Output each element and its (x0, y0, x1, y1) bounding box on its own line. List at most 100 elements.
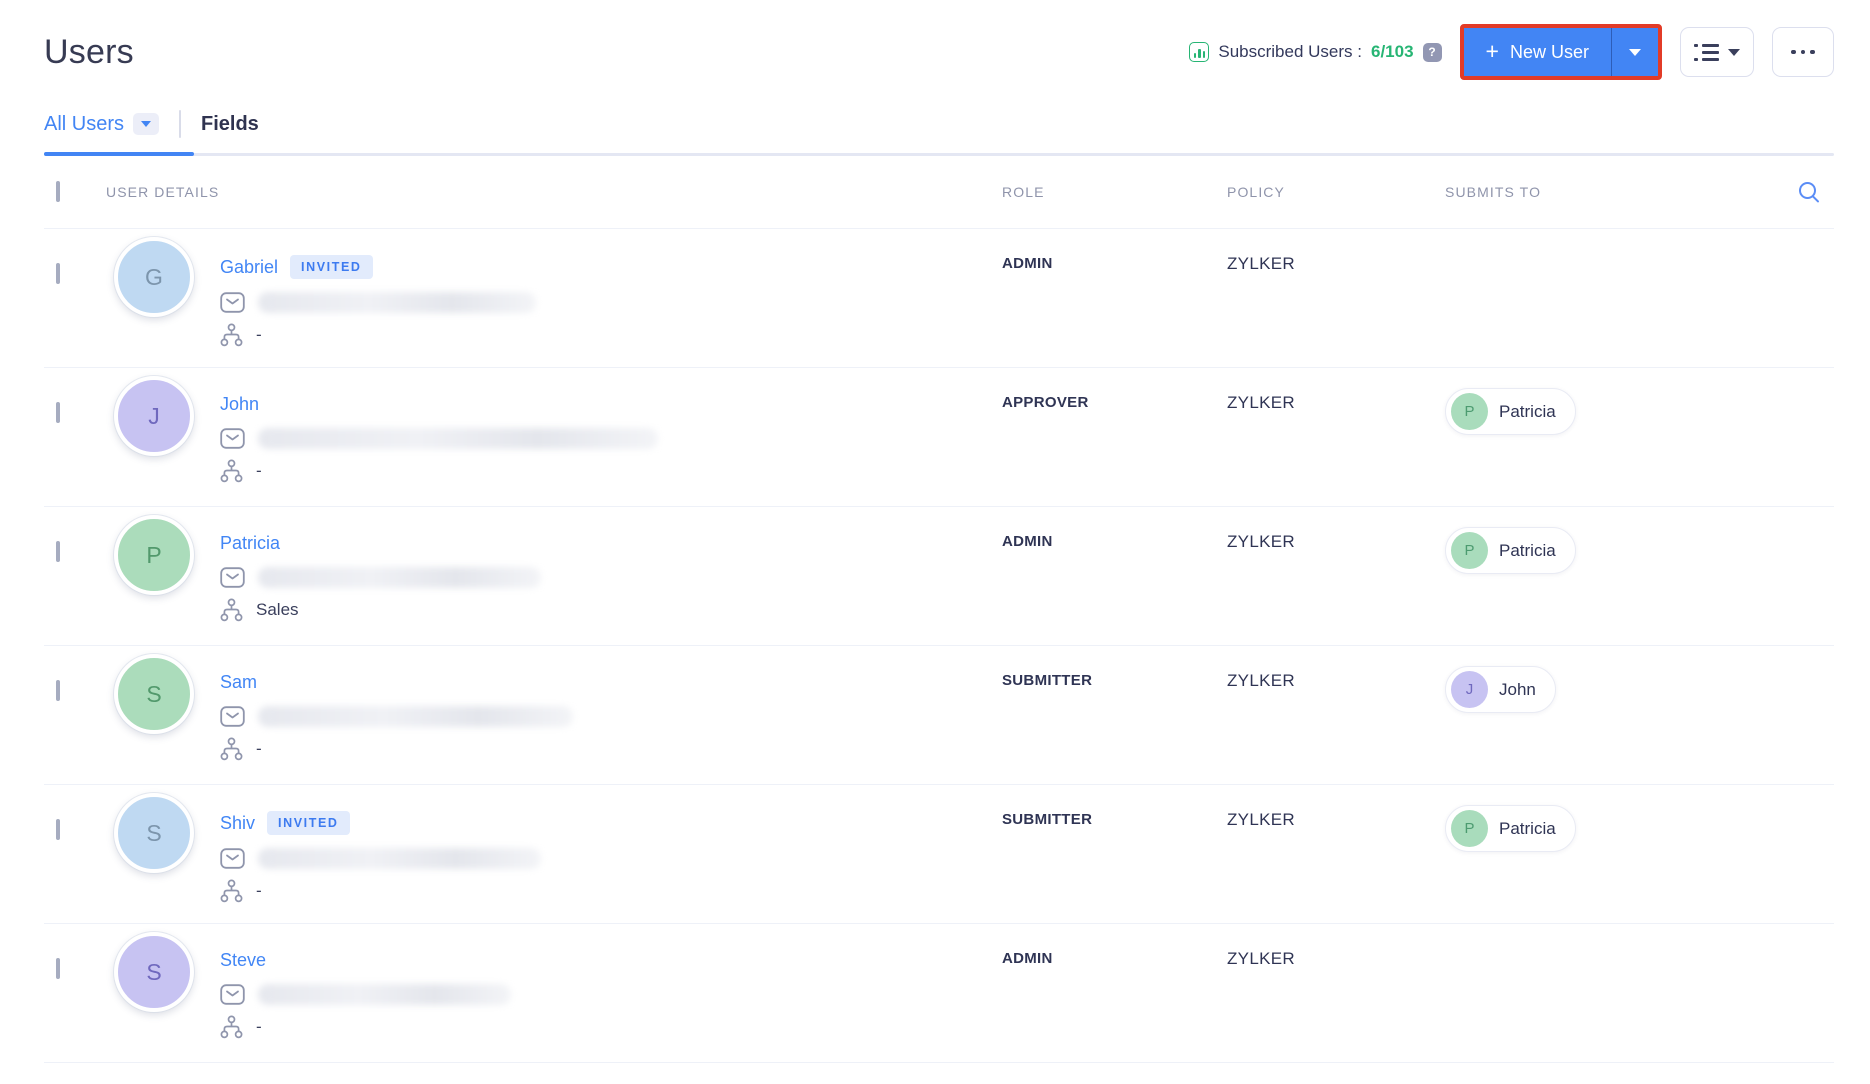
help-icon[interactable]: ? (1422, 42, 1442, 62)
email-icon (220, 983, 245, 1005)
role-value: ADMIN (1002, 533, 1053, 550)
table-row: S Steve (44, 924, 1834, 1063)
org-hierarchy-icon (220, 598, 243, 622)
avatar: G (114, 237, 194, 317)
table-header-row: USER DETAILS ROLE POLICY SUBMITS TO (44, 156, 1834, 228)
tab-fields[interactable]: Fields (201, 112, 259, 135)
role-value: SUBMITTER (1002, 811, 1093, 828)
pill-avatar: P (1451, 532, 1488, 569)
new-user-button[interactable]: + New User (1464, 28, 1611, 76)
table-row: S Sam (44, 646, 1834, 785)
plus-icon: + (1485, 37, 1499, 64)
email-redacted (258, 705, 573, 727)
avatar: P (114, 515, 194, 595)
bar-chart-icon (1189, 42, 1210, 62)
user-name-link[interactable]: Steve (220, 950, 267, 970)
avatar: J (114, 376, 194, 456)
pill-name: Patricia (1499, 401, 1556, 421)
select-all-checkbox[interactable] (56, 181, 60, 202)
pill-name: Patricia (1499, 540, 1556, 560)
table-row: G Gabriel INVITED (44, 229, 1834, 368)
pill-avatar: P (1451, 810, 1488, 847)
avatar: S (114, 932, 194, 1012)
policy-value: ZYLKER (1227, 393, 1295, 412)
department-value: - (256, 325, 262, 344)
department-value: - (256, 881, 262, 900)
subscribed-users-info: Subscribed Users : 6/103 ? (1189, 42, 1442, 62)
avatar-initial: G (145, 263, 163, 290)
department-value: - (256, 739, 262, 758)
tab-all-users[interactable]: All Users (44, 112, 160, 136)
more-options-button[interactable] (1772, 27, 1834, 77)
org-hierarchy-icon (220, 1015, 243, 1039)
email-redacted (258, 291, 536, 313)
ellipsis-icon (1791, 49, 1815, 55)
submits-to-pill[interactable]: P Patricia (1445, 388, 1576, 435)
submits-to-pill[interactable]: J John (1445, 666, 1556, 713)
column-header-policy: POLICY (1227, 184, 1285, 200)
user-name-link[interactable]: Sam (220, 672, 258, 692)
pill-name: John (1499, 679, 1536, 699)
avatar: S (114, 793, 194, 873)
column-header-role: ROLE (1002, 184, 1045, 200)
user-name-link[interactable]: Shiv (220, 812, 256, 833)
invited-badge: INVITED (290, 255, 373, 279)
subscribed-users-label: Subscribed Users : (1218, 42, 1362, 61)
avatar-initial: P (146, 541, 162, 568)
page-title: Users (44, 32, 134, 71)
row-checkbox[interactable] (56, 680, 60, 701)
avatar-initial: J (148, 402, 160, 429)
tab-divider (179, 110, 182, 138)
row-checkbox[interactable] (56, 402, 60, 423)
user-name-link[interactable]: John (220, 394, 260, 414)
avatar-initial: S (146, 819, 162, 846)
pill-avatar: P (1451, 393, 1488, 430)
avatar: S (114, 654, 194, 734)
table-row: J John (44, 368, 1834, 507)
new-user-split-button: + New User (1463, 28, 1658, 76)
search-icon (1799, 182, 1819, 203)
new-user-dropdown-button[interactable] (1612, 28, 1658, 76)
row-checkbox[interactable] (56, 819, 60, 840)
row-checkbox[interactable] (56, 541, 60, 562)
tab-all-users-label: All Users (44, 112, 125, 135)
email-icon (220, 705, 245, 727)
policy-value: ZYLKER (1227, 254, 1295, 273)
user-name-link[interactable]: Patricia (220, 533, 281, 553)
policy-value: ZYLKER (1227, 532, 1295, 551)
new-user-highlight-box: + New User (1459, 24, 1662, 80)
org-hierarchy-icon (220, 737, 243, 761)
row-checkbox[interactable] (56, 958, 60, 979)
email-redacted (258, 427, 658, 449)
table-row: S Shiv INVITED (44, 785, 1834, 924)
row-checkbox[interactable] (56, 263, 60, 284)
table-row: P Patricia (44, 507, 1834, 646)
role-value: SUBMITTER (1002, 672, 1093, 689)
user-name-link[interactable]: Gabriel (220, 256, 279, 277)
pill-name: Patricia (1499, 818, 1556, 838)
column-header-submits-to: SUBMITS TO (1445, 184, 1542, 200)
tab-bar: All Users Fields (44, 110, 1834, 138)
email-icon (220, 566, 245, 588)
search-button[interactable] (1796, 179, 1834, 205)
chevron-down-icon (1728, 48, 1740, 56)
header-actions: Subscribed Users : 6/103 ? + New User (1189, 24, 1834, 80)
tab-dropdown-chip[interactable] (133, 113, 160, 135)
submits-to-pill[interactable]: P Patricia (1445, 527, 1576, 574)
active-tab-indicator (44, 152, 194, 156)
chevron-down-icon (1629, 48, 1641, 56)
avatar-initial: S (146, 680, 162, 707)
tab-bottom-line (44, 153, 1834, 156)
view-options-button[interactable] (1680, 27, 1754, 77)
invited-badge: INVITED (267, 811, 350, 835)
users-table-body: G Gabriel INVITED (44, 228, 1834, 1063)
email-icon (220, 847, 245, 869)
department-value: - (256, 1017, 262, 1036)
page-header: Users Subscribed Users : 6/103 ? + New U… (44, 24, 1834, 80)
role-value: APPROVER (1002, 394, 1089, 411)
new-user-button-label: New User (1509, 41, 1589, 62)
submits-to-pill[interactable]: P Patricia (1445, 805, 1576, 852)
org-hierarchy-icon (220, 323, 243, 347)
avatar-initial: S (146, 958, 162, 985)
button-divider (1611, 28, 1612, 76)
